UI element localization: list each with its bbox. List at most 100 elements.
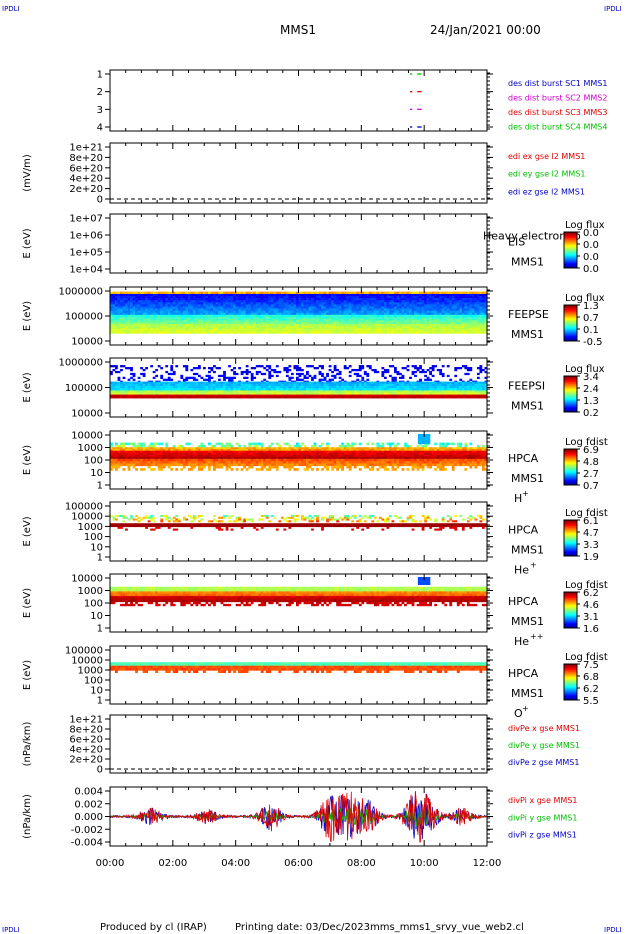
- feepsi-cell: [446, 392, 450, 395]
- feepse-cell: [311, 296, 314, 299]
- feepse-cell: [368, 320, 372, 323]
- feepse-cell: [140, 316, 143, 319]
- feepse-cell: [258, 306, 262, 309]
- feepsi-cell: [316, 388, 319, 391]
- feepse-cell: [469, 322, 473, 325]
- feepse-cell: [459, 325, 463, 329]
- feepsi-cell: [424, 378, 427, 381]
- feepse-cell: [429, 325, 433, 329]
- feepse-cell: [451, 316, 455, 319]
- burst-legend-2: des dist burst SC3 MMS3: [508, 108, 607, 117]
- feepse-cell: [140, 298, 143, 301]
- eis-cb-band: [564, 233, 577, 235]
- feepse-cell: [228, 316, 231, 319]
- feepsi-cell: [295, 381, 299, 385]
- feepse-cell: [245, 312, 249, 316]
- feepse-cell: [190, 314, 194, 317]
- feepse-cell: [235, 314, 239, 317]
- feepse-cell: [182, 324, 186, 327]
- feepse-cell: [115, 325, 118, 329]
- feepse-cell: [147, 298, 151, 301]
- feepse-cell: [368, 316, 372, 319]
- feepsi-cell: [388, 390, 392, 393]
- burst-ytick-label: 4: [97, 123, 103, 134]
- feepsi-cell: [444, 383, 448, 387]
- feepsi-cell: [306, 388, 309, 391]
- feepsi-cell: [471, 386, 475, 389]
- feepse-cell: [135, 312, 138, 316]
- feepsi-cell: [326, 374, 329, 378]
- feepse-cell: [353, 300, 357, 303]
- feepsi-cell: [318, 370, 322, 374]
- feepse-cell: [210, 331, 214, 334]
- feepse-cell: [110, 310, 113, 314]
- feepsi-cell: [464, 381, 468, 385]
- feepse-cell: [185, 291, 189, 295]
- feepse-cell: [120, 306, 123, 309]
- feepsi-cell: [406, 388, 410, 391]
- feepse-cell: [228, 320, 231, 323]
- feepse-cell: [343, 310, 347, 314]
- feepse-cell: [476, 322, 480, 325]
- feepse-cb-band: [564, 321, 577, 323]
- feepsi-cell: [205, 392, 209, 395]
- feepse-cell: [295, 320, 299, 323]
- feepsi-cell: [213, 390, 216, 393]
- feepse-cell: [464, 320, 468, 323]
- feepsi-cell: [313, 390, 317, 393]
- feepse-cell: [466, 316, 470, 319]
- feepsi-cell: [401, 386, 405, 389]
- feepse-cell: [258, 331, 262, 334]
- feepsi-cell: [235, 388, 239, 391]
- feepsi-cell: [301, 388, 304, 391]
- feepse-cell: [459, 291, 463, 295]
- feepsi-cell: [260, 372, 264, 376]
- feepse-cell: [409, 324, 412, 327]
- feepse-cell: [416, 331, 420, 334]
- feepse-cell: [474, 324, 478, 327]
- feepsi-cell: [285, 383, 289, 387]
- feepsi-cell: [157, 381, 161, 385]
- feepse-cell: [243, 304, 247, 307]
- feepse-cell: [190, 312, 194, 316]
- feepse-cell: [411, 312, 415, 316]
- feepsi-cell: [391, 378, 395, 381]
- feepse-cell: [386, 325, 390, 329]
- feepsi-cell: [155, 388, 159, 391]
- feepse-cell: [481, 296, 485, 299]
- feepsi-cell: [112, 386, 116, 389]
- feepse-cell: [120, 322, 123, 325]
- feepse-spacecraft: MMS1: [511, 328, 544, 341]
- feepsi-cell: [378, 390, 382, 393]
- feepse-cell: [213, 324, 216, 327]
- feepse-cell: [260, 327, 264, 330]
- feepse-cell: [378, 308, 382, 311]
- feepsi-cell: [303, 383, 307, 387]
- feepse-cell: [386, 310, 390, 314]
- feepse-cell: [290, 316, 294, 319]
- feepse-cell: [172, 306, 176, 309]
- feepse-cell: [303, 310, 307, 314]
- feepse-cell: [429, 304, 433, 307]
- feepse-cell: [208, 293, 211, 297]
- feepse-cell: [152, 327, 156, 330]
- feepsi-cell: [321, 392, 324, 395]
- feepsi-cell: [250, 388, 254, 391]
- feepsi-cell: [306, 365, 309, 368]
- feepse-cell: [411, 324, 415, 327]
- feepse-cell: [112, 310, 116, 314]
- feepse-cell: [162, 296, 166, 299]
- feepse-cell: [210, 327, 214, 330]
- feepsi-cell: [318, 390, 322, 393]
- eis-cb-band: [564, 254, 577, 256]
- feepse-cell: [336, 302, 340, 305]
- feepse-cell: [290, 320, 294, 323]
- feepsi-cell: [110, 383, 113, 387]
- feepse-cell: [436, 296, 440, 299]
- feepse-cell: [263, 310, 267, 314]
- feepse-cell: [223, 312, 226, 316]
- feepse-cell: [220, 296, 224, 299]
- feepsi-cell: [318, 381, 322, 385]
- feepsi-cell: [484, 390, 488, 393]
- feepse-cell: [394, 298, 397, 301]
